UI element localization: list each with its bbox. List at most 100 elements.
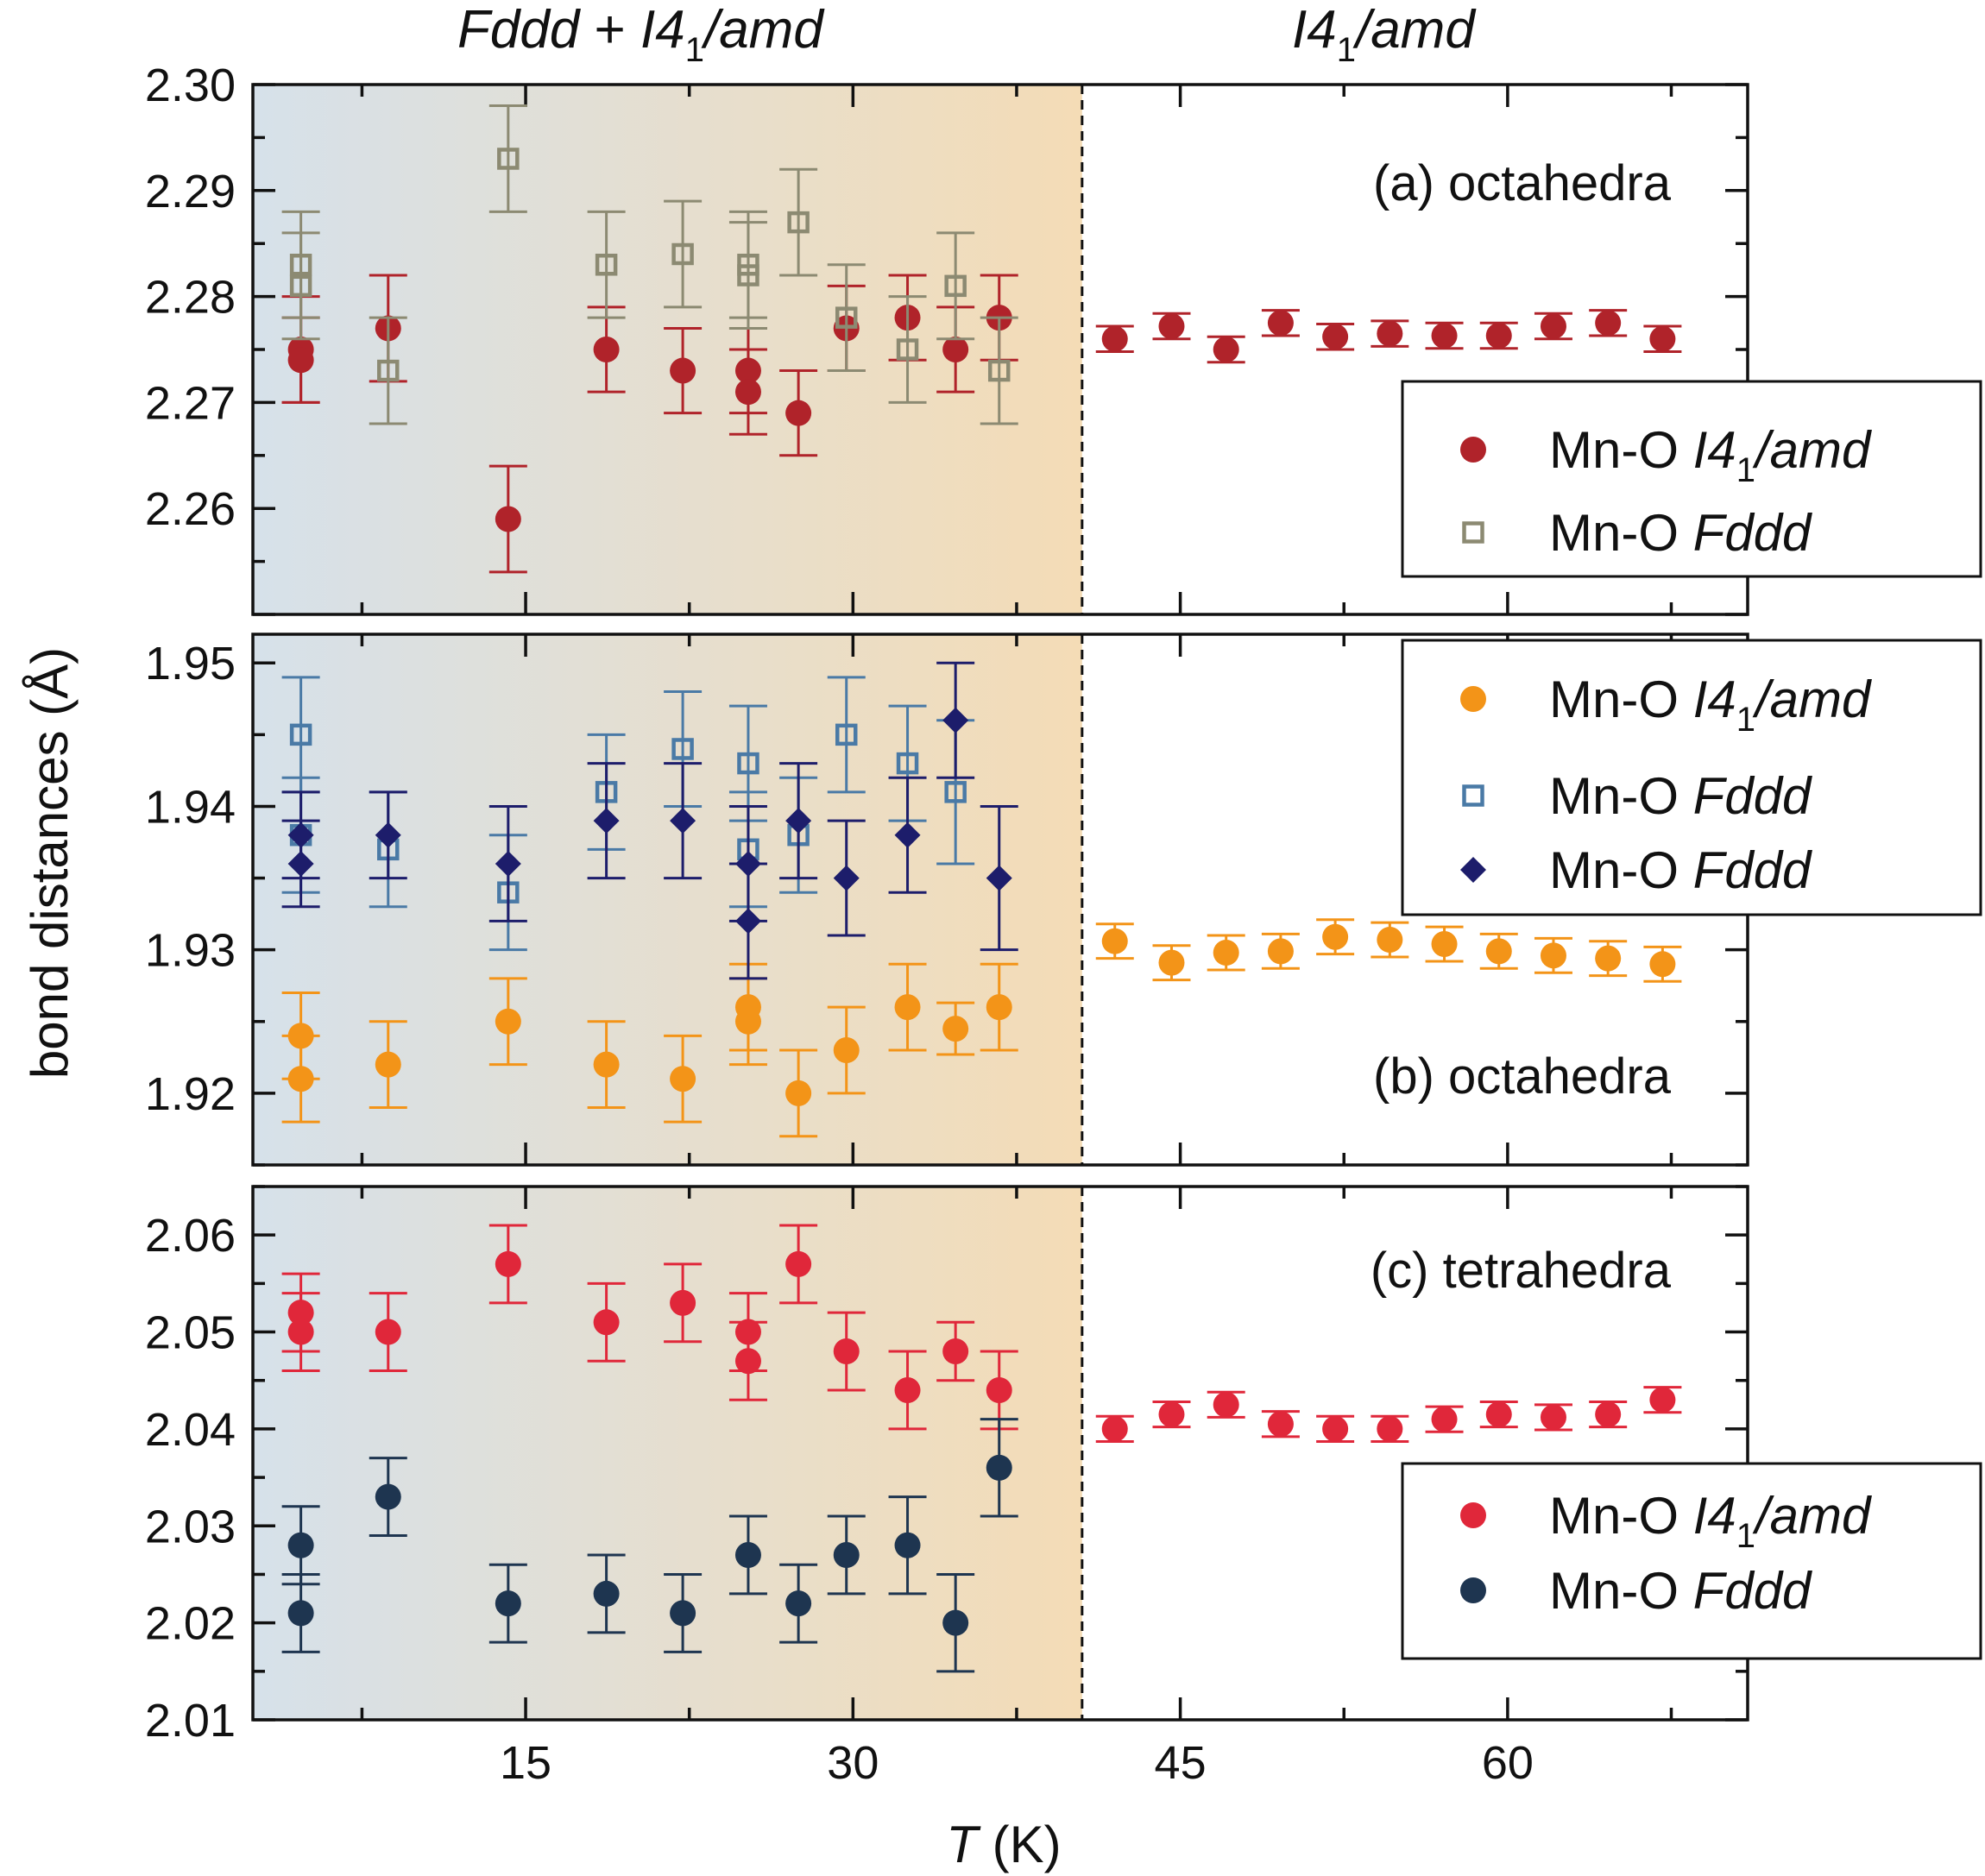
legend: Mn-O I41/amd Mn-O Fddd xyxy=(1401,380,1982,578)
data-point xyxy=(287,1532,314,1558)
data-point xyxy=(1101,1415,1128,1442)
panel-3: 2.01 2.02 2.03 2.04 2.05 2.06 15 30 45 60 (c) tetr… xyxy=(145,1185,1982,1789)
data-point xyxy=(1540,312,1566,339)
data-point xyxy=(1431,931,1458,958)
legend-label: Mn-O Fddd xyxy=(1549,841,1812,899)
data-point xyxy=(593,337,620,362)
data-point xyxy=(1267,310,1294,337)
data-point xyxy=(287,347,314,374)
data-point xyxy=(833,1541,860,1568)
data-point xyxy=(987,359,1011,382)
data-point xyxy=(595,254,618,276)
data-point xyxy=(785,808,812,834)
data-point xyxy=(833,865,860,891)
x-tick-label: 45 xyxy=(1155,1737,1207,1789)
y-tick-label: 1.92 xyxy=(145,1068,236,1120)
data-point xyxy=(1213,1391,1239,1418)
data-point xyxy=(734,1348,761,1375)
y-tick-label: 2.02 xyxy=(145,1598,236,1650)
y-axis-title: bond distances (Å) xyxy=(21,647,79,1079)
data-point xyxy=(734,1319,761,1345)
legend-label: Mn-O Fddd xyxy=(1549,767,1812,825)
panel-label: (b) octahedra xyxy=(1373,1048,1672,1105)
data-point xyxy=(734,850,761,877)
phase-label-mixed: Fddd + I41/amd xyxy=(457,0,825,69)
legend-box xyxy=(1401,380,1982,578)
data-point xyxy=(289,723,312,746)
data-point xyxy=(1649,1387,1676,1413)
data-point xyxy=(593,808,620,834)
data-point xyxy=(1595,1401,1622,1428)
data-point xyxy=(287,1300,314,1326)
data-point xyxy=(1322,1415,1349,1442)
data-point xyxy=(287,1023,314,1049)
data-point xyxy=(1213,337,1239,362)
data-point xyxy=(671,242,694,266)
y-tick-label: 1.95 xyxy=(145,638,236,689)
y-tick-label: 2.04 xyxy=(145,1404,236,1456)
x-tick-label: 30 xyxy=(827,1737,879,1789)
data-point xyxy=(377,359,400,382)
data-point xyxy=(896,338,919,361)
data-point xyxy=(944,781,967,803)
y-tick-label: 1.94 xyxy=(145,781,236,833)
y-tick-label: 2.01 xyxy=(145,1695,236,1747)
data-point xyxy=(1485,938,1512,965)
data-point xyxy=(896,752,919,775)
data-point xyxy=(375,1051,401,1078)
data-point xyxy=(894,994,921,1021)
data-point xyxy=(1485,1401,1512,1428)
data-point xyxy=(1101,928,1128,954)
data-point xyxy=(495,1590,521,1617)
data-point xyxy=(734,908,761,935)
data-point xyxy=(785,1080,812,1106)
data-point xyxy=(833,1037,860,1064)
legend-marker xyxy=(1462,521,1484,544)
two-phase-region xyxy=(253,1187,1082,1720)
data-point xyxy=(1377,1415,1403,1442)
data-point xyxy=(1322,324,1349,350)
data-point xyxy=(670,357,696,384)
x-axis-title: T (K) xyxy=(946,1816,1061,1873)
legend: Mn-O I41/amd Mn-O Fddd xyxy=(1401,1462,1982,1660)
data-point xyxy=(593,1051,620,1078)
data-point xyxy=(894,822,921,848)
data-point xyxy=(1158,312,1185,339)
series-1 xyxy=(281,918,1682,1138)
legend: Mn-O I41/amd Mn-O Fddd Mn-O Fddd xyxy=(1401,639,1982,916)
series-2 xyxy=(281,104,1018,425)
data-point xyxy=(1213,940,1239,966)
data-point xyxy=(833,1338,860,1365)
x-tick-label: 60 xyxy=(1482,1737,1534,1789)
legend-label: Mn-O I41/amd xyxy=(1549,1487,1872,1555)
data-point xyxy=(734,1541,761,1568)
legend-marker xyxy=(1460,1577,1486,1603)
legend-label: Mn-O I41/amd xyxy=(1549,670,1872,739)
legend-marker xyxy=(1460,857,1486,883)
data-point xyxy=(734,1008,761,1035)
data-point xyxy=(737,264,759,286)
data-point xyxy=(942,1016,969,1042)
data-point xyxy=(1377,320,1403,347)
data-point xyxy=(1649,951,1676,978)
data-point xyxy=(495,1250,521,1277)
data-point xyxy=(375,822,401,848)
legend-marker xyxy=(1460,686,1486,712)
y-tick-label: 2.06 xyxy=(145,1210,236,1262)
data-point xyxy=(737,752,759,775)
data-point xyxy=(1540,942,1566,969)
data-point xyxy=(942,1609,969,1636)
legend-marker xyxy=(1460,437,1486,463)
plot-frame xyxy=(251,1185,1749,1722)
data-point xyxy=(670,808,696,834)
panels: 2.26 2.27 2.28 2.29 2.30 (a) octahedra Mn-O I4… xyxy=(145,60,1982,1789)
data-point xyxy=(593,1580,620,1607)
data-point xyxy=(986,1454,1012,1481)
data-point xyxy=(670,1066,696,1092)
data-point xyxy=(1431,1406,1458,1432)
data-point xyxy=(787,211,810,234)
data-point xyxy=(287,1319,314,1345)
data-point xyxy=(734,379,761,406)
data-point xyxy=(785,1250,812,1277)
